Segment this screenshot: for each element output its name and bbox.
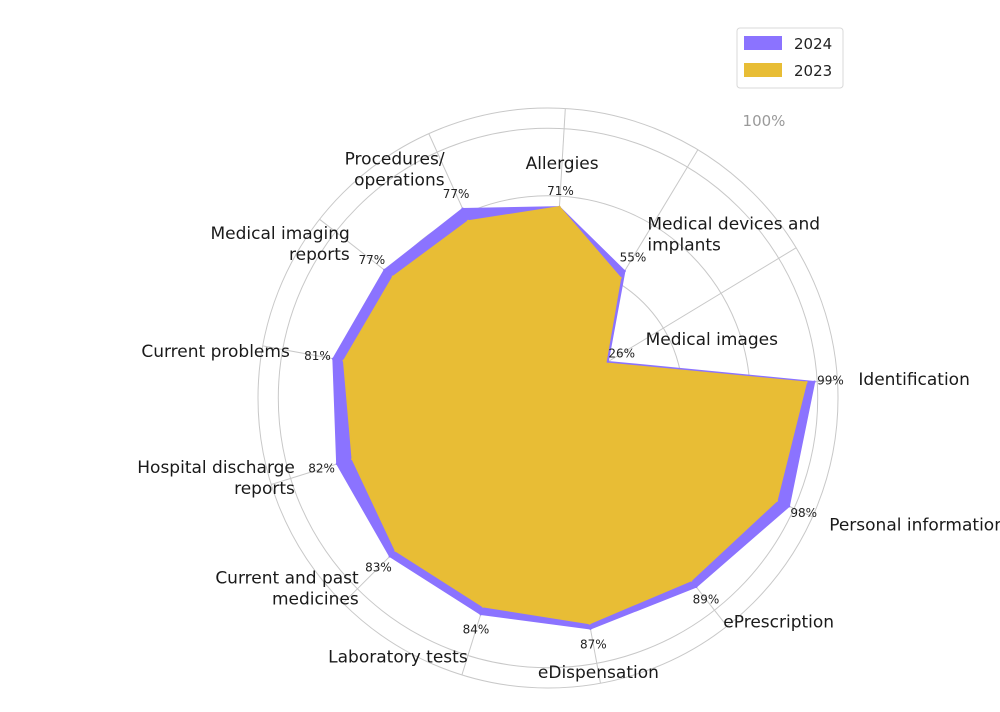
point-2023-identification — [805, 381, 808, 384]
point-2024-edispensation — [589, 627, 592, 630]
category-label-eprescription: ePrescription — [723, 613, 834, 633]
category-label-current-problems: Current problems — [141, 342, 290, 362]
series-area-2023 — [342, 206, 808, 625]
point-2023-laboratory-tests — [481, 605, 485, 608]
category-label-allergies: Allergies — [526, 154, 599, 174]
point-2024-medical-images — [606, 360, 610, 363]
category-label-identification: Identification — [858, 370, 969, 390]
category-label-medical-images: Medical images — [646, 330, 778, 350]
value-label-hospital-discharge-reports: 82% — [308, 462, 335, 476]
point-2024-laboratory-tests — [479, 613, 482, 616]
legend: 2024 2023 — [736, 27, 844, 89]
value-label-medical-imaging-reports: 77% — [358, 253, 385, 267]
point-2024-personal-information — [787, 505, 791, 508]
value-label-medical-images: 26% — [608, 346, 635, 360]
value-label-personal-information: 98% — [790, 506, 817, 520]
legend-label-2024: 2024 — [794, 35, 832, 53]
point-2023-medical-images — [604, 361, 607, 365]
point-2024-medical-devices-and-implants — [623, 269, 626, 273]
value-label-medical-devices-and-implants: 55% — [620, 250, 647, 264]
category-label-personal-information: Personal information — [829, 515, 1000, 535]
grid-ring-4 — [257, 107, 839, 689]
point-2024-hospital-discharge-reports — [335, 462, 339, 466]
point-2023-current-problems — [342, 359, 345, 362]
radial-tick-label: 100% — [743, 112, 786, 130]
point-2024-current-and-past-medicines — [388, 555, 391, 558]
value-label-edispensation: 87% — [580, 638, 607, 652]
value-label-procedures-operations: 77% — [443, 187, 470, 201]
radar-series — [331, 205, 816, 630]
point-2023-medical-devices-and-implants — [619, 276, 622, 280]
value-label-eprescription: 89% — [693, 592, 720, 606]
point-2023-hospital-discharge-reports — [351, 457, 354, 461]
point-2023-allergies — [558, 205, 561, 209]
category-label-current-and-past-medicines: Current and past medicines — [215, 569, 359, 610]
legend-label-2023: 2023 — [794, 62, 832, 80]
point-2023-medical-imaging-reports — [391, 275, 395, 278]
category-label-procedures-operations: Procedures/operations — [345, 150, 445, 191]
point-2024-procedures-operations — [461, 207, 464, 210]
value-label-laboratory-tests: 84% — [463, 623, 490, 637]
point-2023-current-and-past-medicines — [394, 549, 397, 552]
point-2024-identification — [813, 380, 816, 383]
value-label-current-and-past-medicines: 83% — [365, 561, 392, 575]
value-label-allergies: 71% — [547, 184, 574, 198]
grid-ring-3 — [277, 127, 819, 669]
point-2024-eprescription — [695, 585, 698, 589]
point-2023-procedures-operations — [467, 219, 470, 223]
category-label-medical-imaging-reports: Medical imaging reports — [210, 224, 349, 265]
category-label-hospital-discharge-reports: Hospital discharge reports — [137, 458, 295, 499]
point-2023-personal-information — [775, 499, 778, 502]
point-2023-eprescription — [690, 579, 693, 582]
value-label-identification: 99% — [817, 374, 844, 388]
point-2024-current-problems — [331, 357, 335, 360]
point-2024-medical-imaging-reports — [383, 268, 386, 272]
category-label-edispensation: eDispensation — [538, 663, 659, 683]
category-label-medical-devices-and-implants: Medical devices and implants — [647, 214, 820, 255]
legend-swatch-2023 — [744, 63, 782, 77]
point-2023-edispensation — [588, 622, 591, 625]
category-label-laboratory-tests: Laboratory tests — [328, 647, 468, 667]
value-label-current-problems: 81% — [304, 349, 331, 363]
legend-swatch-2024 — [744, 36, 782, 50]
